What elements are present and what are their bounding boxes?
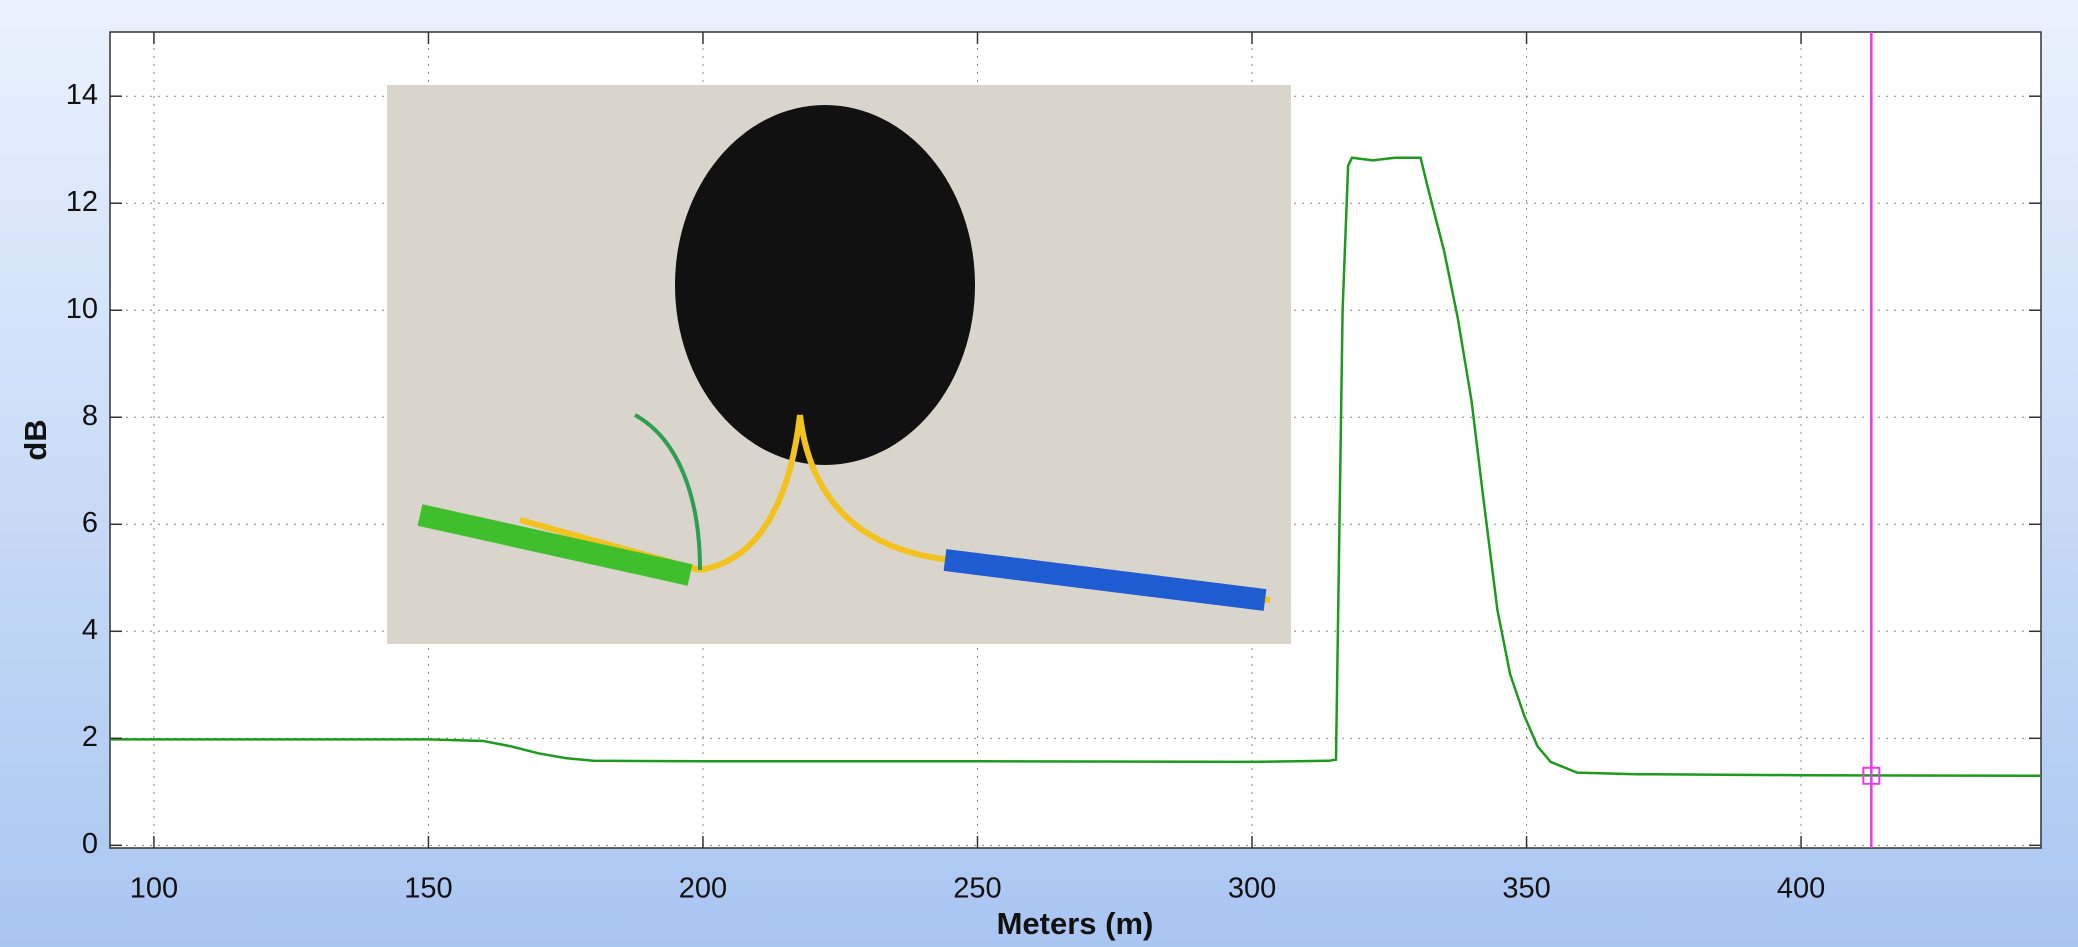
x-tick-label: 150 <box>404 873 452 905</box>
photo <box>387 85 1291 644</box>
y-tick-label: 2 <box>82 721 98 753</box>
x-tick-label: 200 <box>679 873 727 905</box>
cable <box>519 414 803 574</box>
y-tick-label: 10 <box>66 293 98 325</box>
y-tick-label: 0 <box>82 828 98 860</box>
blue-connector <box>943 549 1267 611</box>
cursor-marker <box>1862 766 1881 785</box>
x-tick-label: 400 <box>1777 873 1825 905</box>
x-tick-label: 250 <box>953 873 1001 905</box>
y-tick-label: 12 <box>66 186 98 218</box>
x-tick-label: 300 <box>1228 873 1276 905</box>
y-tick-label: 4 <box>82 614 98 646</box>
cable <box>797 414 1271 603</box>
x-tick-label: 100 <box>130 873 178 905</box>
x-axis-label: Meters (m) <box>997 906 1154 941</box>
green-connector <box>417 504 693 586</box>
x-tick-label: 350 <box>1502 873 1550 905</box>
fiber-box <box>675 105 975 465</box>
y-axis-label: dB <box>18 419 53 460</box>
y-tick-label: 14 <box>66 79 98 111</box>
y-tick-label: 6 <box>82 507 98 539</box>
y-tick-label: 8 <box>82 400 98 432</box>
green-fiber <box>634 413 702 571</box>
trace <box>110 156 2042 778</box>
cursor <box>1862 32 1881 848</box>
